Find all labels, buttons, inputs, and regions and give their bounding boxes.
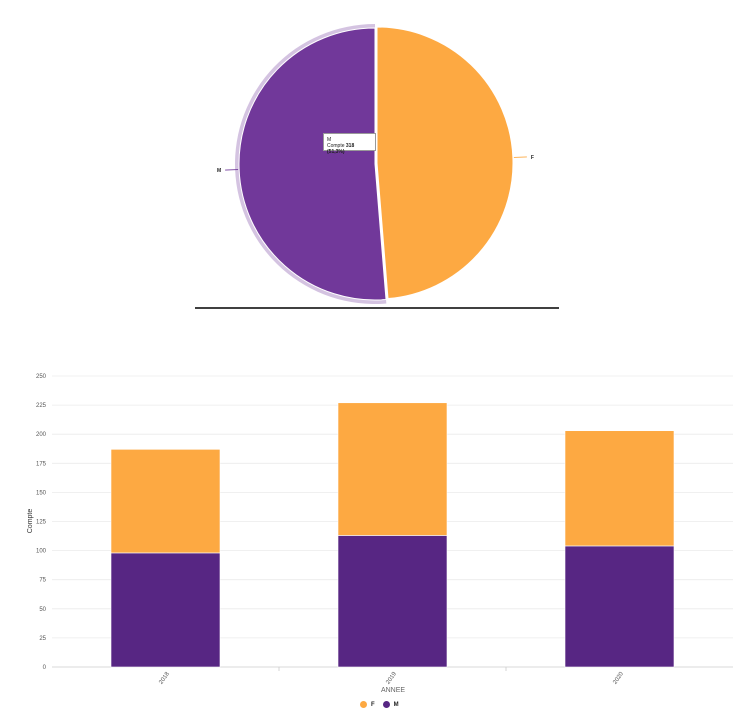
tooltip-line: Compte 318 (51,3%) [327, 143, 372, 155]
y-tick-label: 150 [36, 490, 47, 496]
y-axis-title: Compte [27, 509, 34, 534]
y-tick-label: 75 [39, 578, 46, 584]
pie-chart: FM [217, 24, 534, 304]
pie-tooltip: M Compte 318 (51,3%) [323, 133, 376, 155]
bar-f-2018[interactable] [110, 449, 221, 554]
pie-slice-m[interactable] [238, 27, 387, 301]
y-tick-label: 50 [39, 607, 46, 613]
pie-leader-m [225, 169, 239, 171]
pie-slice-f[interactable] [376, 26, 514, 300]
tooltip-measure: Compte [327, 143, 345, 149]
bar-series [110, 402, 675, 668]
legend-swatch-f [360, 701, 367, 708]
x-axis-title: ANNEE [381, 687, 405, 694]
legend: F M [360, 701, 399, 708]
y-axis-ticks: 0 25 50 75 100 125 150 175 200 225 250 [36, 374, 47, 671]
y-tick-label: 125 [36, 520, 47, 526]
legend-label-m: M [393, 701, 399, 708]
y-tick-label: 0 [43, 665, 47, 671]
y-tick-label: 250 [36, 374, 47, 380]
bar-m-2020[interactable] [564, 545, 675, 668]
bar-m-2019[interactable] [337, 535, 448, 668]
legend-item-f[interactable]: F [360, 701, 375, 708]
pie-label-m: M [217, 168, 221, 174]
bar-f-2019[interactable] [337, 402, 448, 536]
y-tick-label: 175 [36, 461, 47, 467]
x-tick-label: 2018 [158, 671, 171, 686]
bar-f-2020[interactable] [564, 430, 675, 547]
y-tick-label: 25 [39, 636, 46, 642]
legend-item-m[interactable]: M [382, 701, 399, 708]
tooltip-name: M [327, 137, 332, 143]
x-tick-label: 2020 [612, 671, 625, 686]
x-axis-ticks: 2018 2019 2020 [158, 667, 625, 686]
y-tick-label: 100 [36, 549, 47, 555]
y-tick-label: 200 [36, 432, 47, 438]
legend-label-f: F [371, 701, 375, 708]
y-tick-label: 225 [36, 403, 47, 409]
x-tick-label: 2019 [385, 671, 398, 686]
bar-m-2018[interactable] [110, 552, 221, 668]
pie-leader-f [513, 156, 527, 158]
tooltip-percent: (51,3%) [327, 149, 345, 155]
pie-label-f: F [531, 155, 534, 161]
tooltip-value: 318 [345, 143, 355, 149]
legend-swatch-m [382, 701, 390, 708]
